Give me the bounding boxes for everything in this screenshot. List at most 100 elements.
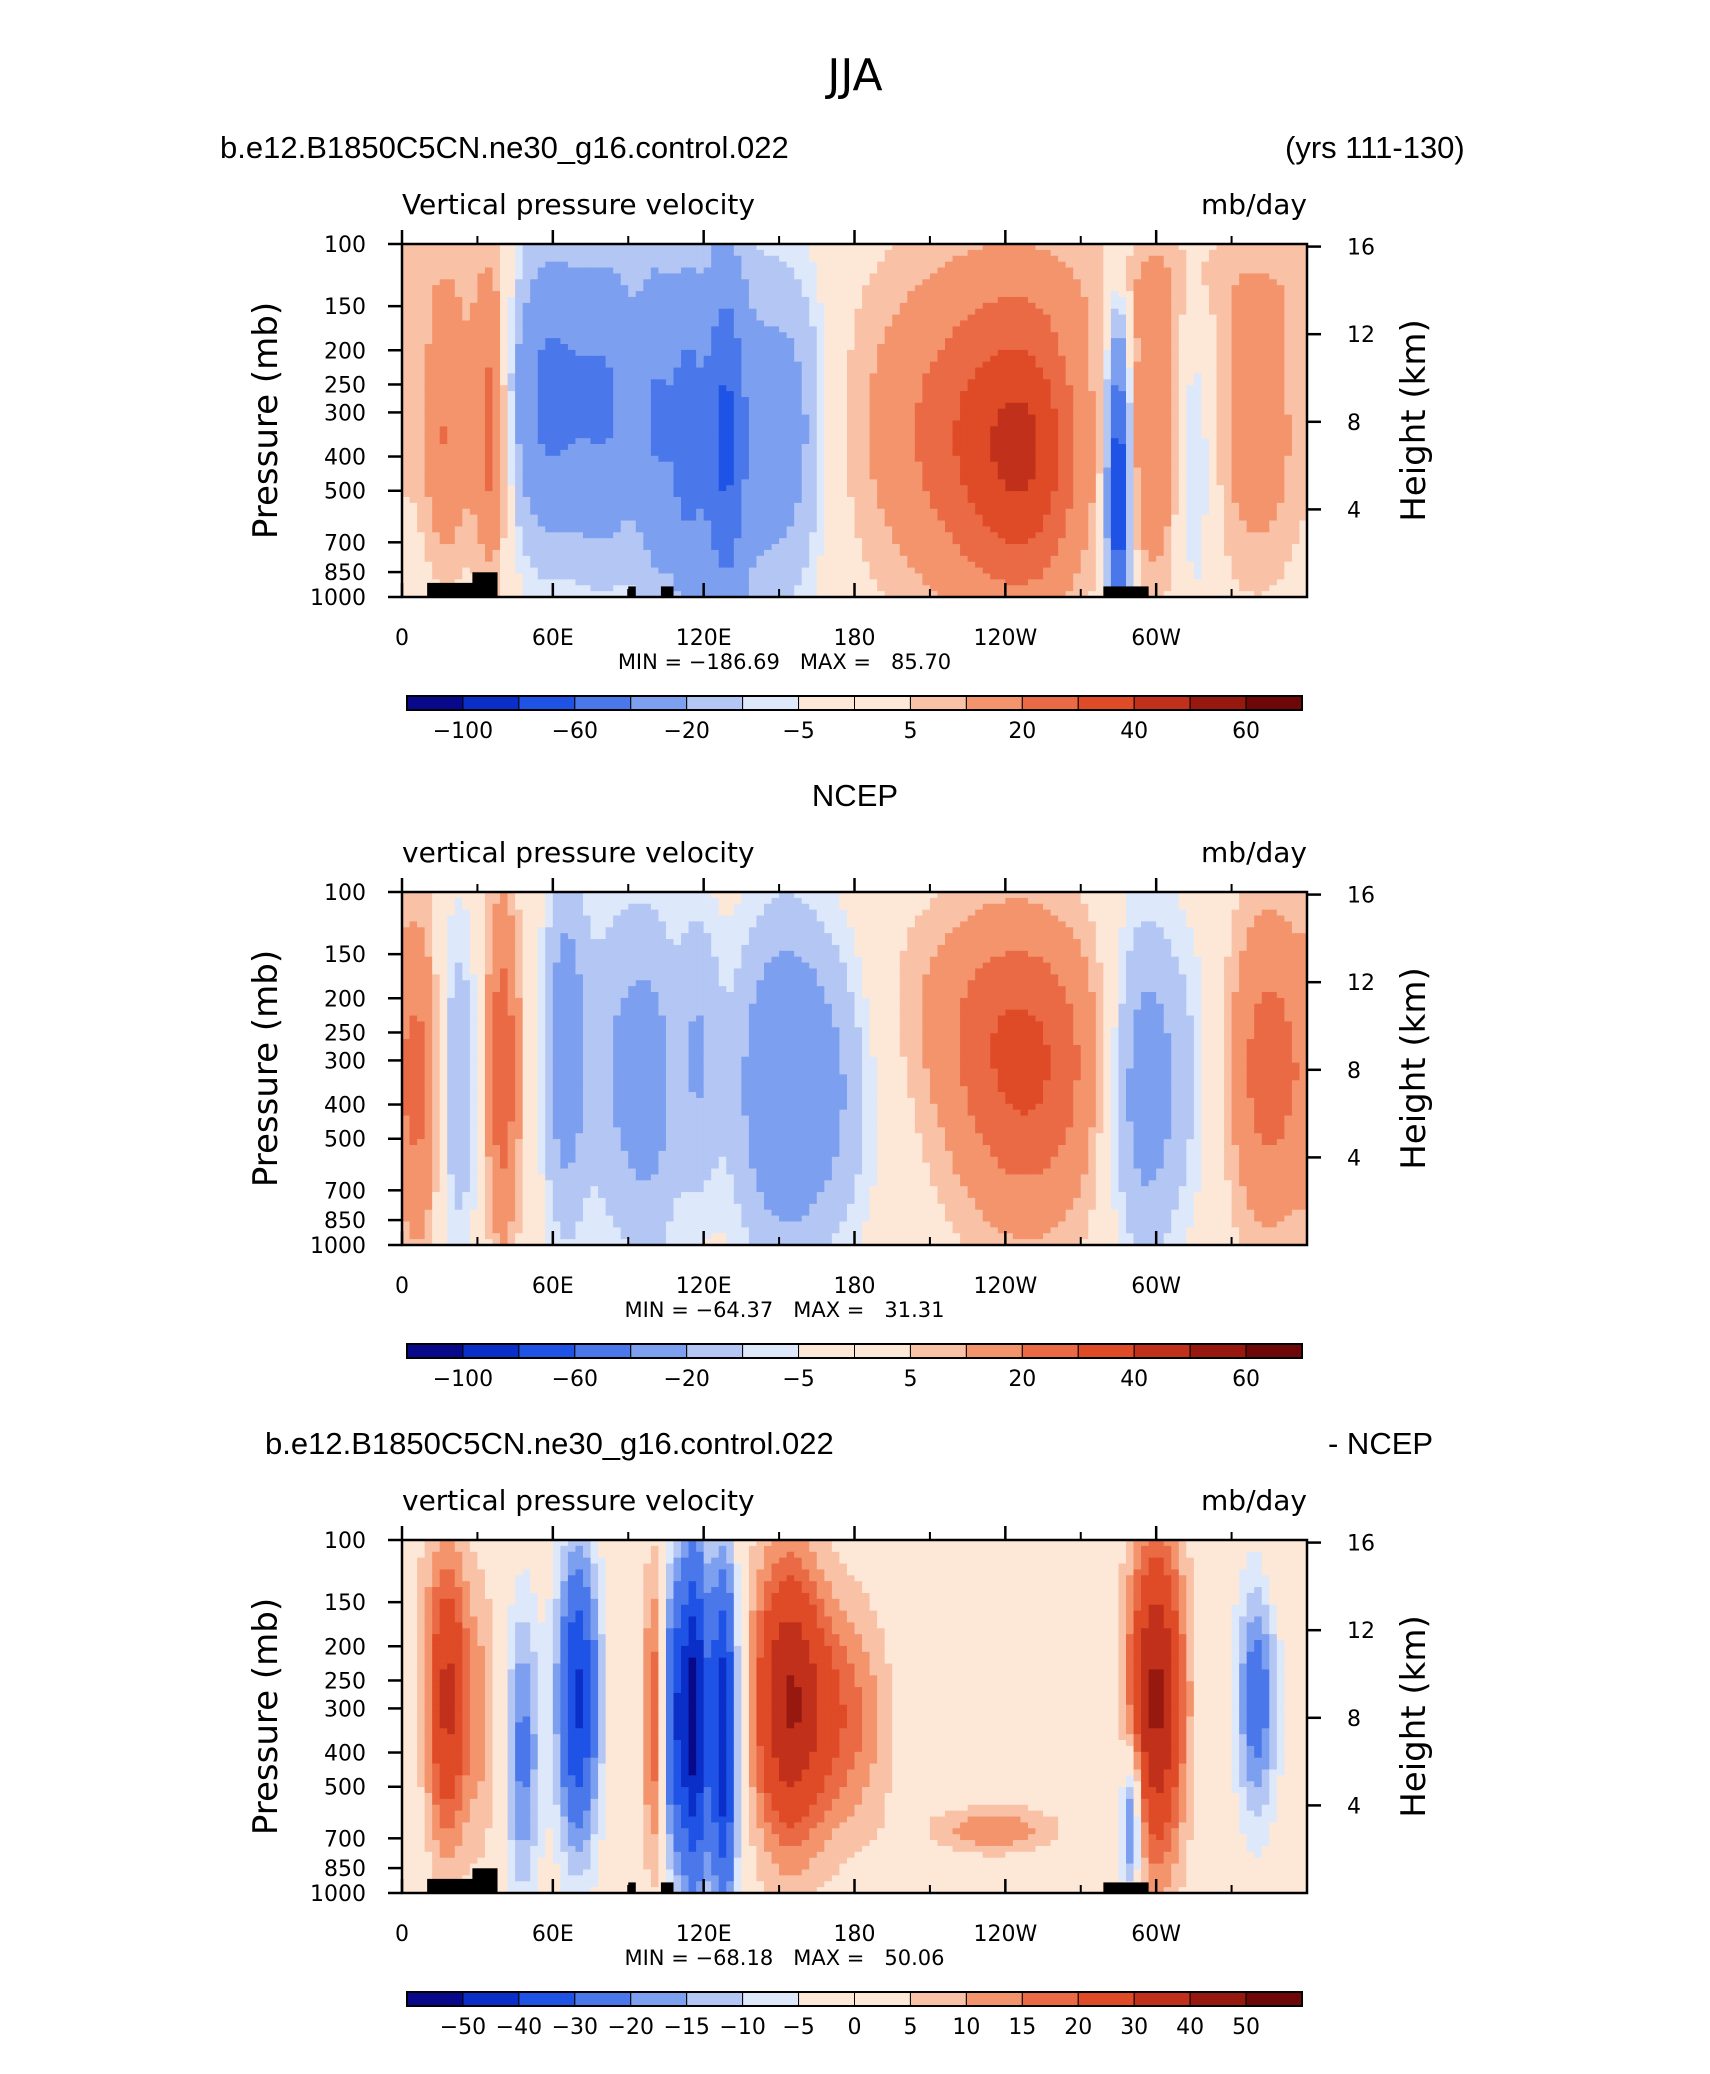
- field-cell: [424, 261, 433, 269]
- field-cell: [824, 467, 833, 475]
- field-cell: [537, 308, 546, 316]
- field-cell: [515, 361, 524, 369]
- field-cell: [560, 479, 569, 486]
- field-cell: [794, 367, 803, 375]
- field-cell: [417, 338, 426, 345]
- field-cell: [748, 414, 758, 422]
- field-cell: [1020, 426, 1029, 433]
- field-cell: [665, 396, 675, 404]
- field-cell: [764, 585, 773, 592]
- field-cell: [839, 420, 848, 427]
- field-cell: [862, 332, 871, 339]
- field-cell: [907, 520, 916, 527]
- field-cell: [907, 302, 916, 310]
- field-cell: [831, 396, 841, 404]
- field-cell: [635, 508, 644, 516]
- field-cell: [643, 420, 652, 427]
- field-cell: [530, 473, 539, 480]
- field-cell: [907, 414, 916, 422]
- field-cell: [1020, 267, 1029, 275]
- field-cell: [522, 432, 531, 439]
- field-cell: [831, 285, 841, 292]
- field-cell: [884, 449, 893, 457]
- field-cell: [756, 438, 765, 445]
- field-cell: [1012, 291, 1022, 298]
- field-cell: [975, 491, 984, 498]
- field-cell: [432, 408, 441, 416]
- field-cell: [696, 420, 705, 427]
- field-cell: [1020, 414, 1029, 422]
- field-cell: [764, 326, 773, 333]
- field-cell: [711, 526, 720, 533]
- field-cell: [522, 385, 531, 392]
- field-cell: [484, 408, 494, 416]
- field-cell: [839, 491, 848, 498]
- field-cell: [1012, 591, 1022, 598]
- field-cell: [469, 244, 479, 251]
- field-cell: [899, 244, 908, 251]
- field-cell: [469, 385, 479, 392]
- field-cell: [560, 326, 569, 333]
- field-cell: [756, 449, 765, 457]
- field-cell: [786, 291, 795, 298]
- field-cell: [899, 567, 908, 575]
- field-cell: [681, 420, 690, 427]
- field-cell: [500, 396, 509, 404]
- field-cell: [1012, 261, 1022, 269]
- field-cell: [718, 538, 727, 545]
- field-cell: [771, 538, 780, 545]
- field-cell: [500, 491, 509, 498]
- field-cell: [839, 555, 848, 563]
- field-cell: [929, 567, 939, 575]
- field-cell: [718, 244, 727, 251]
- field-cell: [922, 373, 931, 380]
- field-cell: [945, 514, 954, 522]
- field-cell: [537, 526, 546, 533]
- field-cell: [854, 391, 863, 398]
- field-cell: [635, 267, 644, 275]
- field-cell: [454, 379, 463, 386]
- field-cell: [598, 261, 607, 269]
- field-cell: [665, 255, 675, 263]
- field-cell: [665, 467, 675, 475]
- field-cell: [831, 432, 841, 439]
- field-cell: [786, 426, 795, 433]
- field-cell: [839, 461, 848, 469]
- field-cell: [907, 361, 916, 369]
- field-cell: [1020, 291, 1029, 298]
- field-cell: [402, 420, 411, 427]
- field-cell: [454, 561, 463, 569]
- field-cell: [816, 367, 825, 375]
- field-cell: [756, 502, 765, 510]
- field-cell: [1012, 520, 1022, 527]
- field-cell: [635, 291, 644, 298]
- field-cell: [507, 455, 516, 463]
- field-cell: [892, 349, 901, 357]
- field-cell: [846, 520, 856, 527]
- field-cell: [967, 320, 976, 327]
- field-cell: [816, 479, 825, 486]
- field-cell: [447, 385, 456, 392]
- field-cell: [530, 508, 539, 516]
- field-cell: [462, 514, 471, 522]
- field-cell: [439, 379, 448, 386]
- field-cell: [831, 473, 841, 480]
- field-cell: [552, 449, 561, 457]
- field-cell: [635, 332, 644, 339]
- field-cell: [424, 367, 433, 375]
- field-cell: [590, 461, 599, 469]
- field-cell: [794, 444, 803, 451]
- field-cell: [417, 485, 426, 492]
- field-cell: [1020, 373, 1029, 380]
- field-cell: [552, 320, 561, 327]
- field-cell: [567, 432, 577, 439]
- field-cell: [598, 402, 607, 410]
- field-cell: [515, 296, 524, 304]
- field-cell: [779, 444, 788, 451]
- field-cell: [432, 332, 441, 339]
- field-cell: [711, 561, 720, 569]
- field-cell: [711, 514, 720, 522]
- field-cell: [1020, 391, 1029, 398]
- field-cell: [997, 391, 1006, 398]
- field-cell: [409, 591, 418, 598]
